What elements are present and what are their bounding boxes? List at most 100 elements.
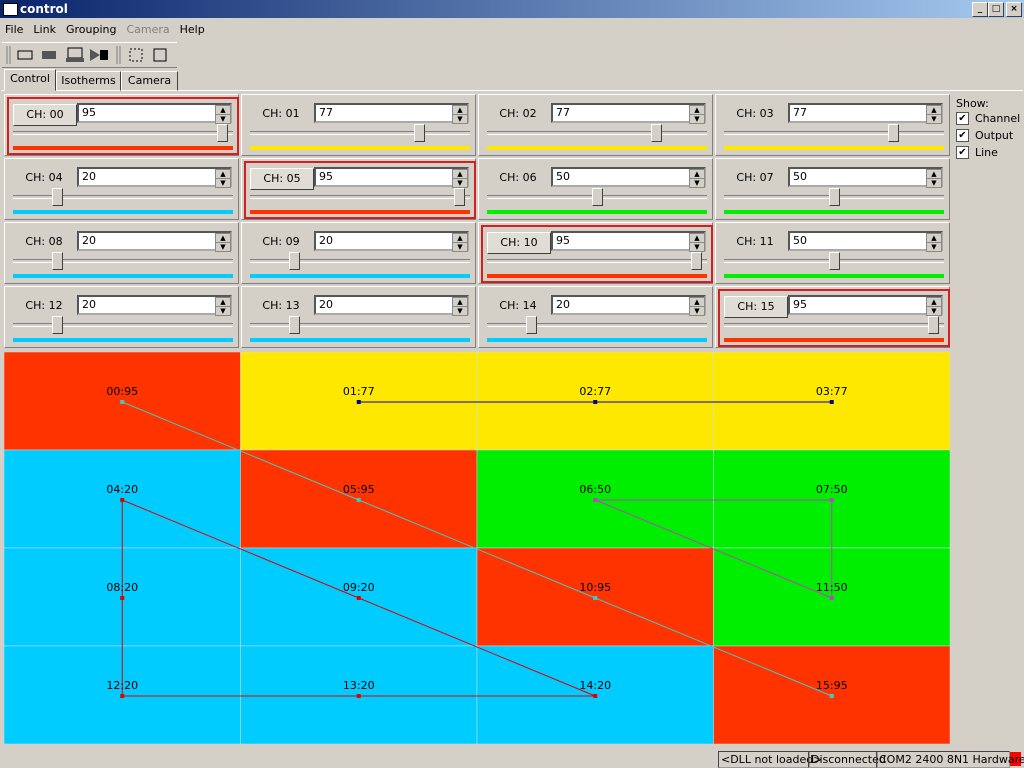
channel-label[interactable]: CH: 01 [262, 107, 300, 120]
cell-label: 08:20 [106, 581, 138, 594]
value-input[interactable]: 95 [551, 231, 706, 251]
spin-down[interactable]: ▼ [689, 114, 705, 124]
spin-down[interactable]: ▼ [926, 242, 942, 252]
menu-item[interactable]: File [5, 23, 24, 36]
channel-label[interactable]: CH: 04 [25, 171, 63, 184]
slider-thumb[interactable] [691, 252, 702, 270]
value-input[interactable]: 77 [788, 103, 943, 123]
value-input[interactable]: 50 [551, 167, 706, 187]
spin-down[interactable]: ▼ [926, 114, 942, 124]
tab[interactable]: Control [4, 69, 56, 91]
slider-thumb[interactable] [829, 252, 840, 270]
slider-thumb[interactable] [928, 316, 939, 334]
grid-view: 00:95 01:77 02:77 03:77 04:20 05:95 06:50 07:50… [4, 352, 950, 744]
slider-thumb[interactable] [592, 188, 603, 206]
tab-page [1, 90, 1023, 747]
channel-label[interactable]: CH: 14 [499, 299, 537, 312]
channel: CH: 11 50 ▲ ▼ [715, 222, 950, 284]
slider-thumb[interactable] [651, 124, 663, 142]
channel-label[interactable]: CH: 12 [25, 299, 63, 312]
close[interactable]: × [1006, 2, 1022, 17]
channel-label[interactable]: CH: 08 [25, 235, 63, 248]
channel-label[interactable]: CH: 02 [499, 107, 537, 120]
channel-label[interactable]: CH: 10 [487, 232, 551, 254]
value-input[interactable]: 50 [788, 231, 943, 251]
slider-thumb[interactable] [454, 188, 465, 206]
spin-down[interactable]: ▼ [452, 306, 468, 316]
cell-label: 15:95 [816, 679, 848, 692]
point [120, 498, 125, 502]
cell-label: 06:50 [579, 483, 611, 496]
slider-track [250, 259, 470, 263]
value-input[interactable]: 20 [77, 167, 232, 187]
channel-label[interactable]: CH: 00 [13, 104, 77, 126]
spin-down[interactable]: ▼ [215, 242, 231, 252]
tab[interactable]: Camera [121, 71, 178, 91]
point [829, 498, 834, 502]
menu-item[interactable]: Camera [126, 23, 170, 36]
spin-down[interactable]: ▼ [926, 306, 942, 316]
channel-label[interactable]: CH: 15 [724, 296, 788, 318]
color-bar [250, 338, 470, 342]
value-input[interactable]: 20 [314, 231, 469, 251]
channel-label[interactable]: CH: 07 [736, 171, 774, 184]
slider-thumb[interactable] [52, 252, 63, 270]
spin-down[interactable]: ▼ [215, 178, 231, 188]
slider-thumb[interactable] [52, 316, 63, 334]
spin-down[interactable]: ▼ [689, 242, 705, 252]
spin-down[interactable]: ▼ [689, 178, 705, 188]
value-input[interactable]: 20 [77, 231, 232, 251]
value-input[interactable]: 20 [551, 295, 706, 315]
spin-down[interactable]: ▼ [215, 306, 231, 316]
slider-thumb[interactable] [52, 188, 63, 206]
slider-track [13, 195, 233, 199]
channel: CH: 01 77 ▲ ▼ [241, 94, 476, 156]
point [356, 596, 361, 600]
value-input[interactable]: 50 [788, 167, 943, 187]
spin-down[interactable]: ▼ [452, 178, 468, 188]
connection-line [122, 401, 832, 697]
point [593, 694, 598, 698]
point [356, 694, 361, 698]
menu-item[interactable]: Help [179, 23, 205, 36]
channel-label[interactable]: CH: 13 [262, 299, 300, 312]
value-input[interactable]: 95 [77, 103, 232, 123]
spin-down[interactable]: ▼ [926, 178, 942, 188]
value-input[interactable]: 20 [314, 295, 469, 315]
minimize[interactable]: _ [972, 2, 988, 17]
menu-item[interactable]: Grouping [65, 23, 117, 36]
value-input[interactable]: 20 [77, 295, 232, 315]
color-bar [13, 210, 233, 214]
menu-bar: File Link Grouping Camera Help [0, 23, 210, 36]
option-label: Channel [975, 112, 1021, 125]
value-input[interactable]: 77 [551, 103, 706, 123]
slider-thumb[interactable] [888, 124, 900, 142]
spin-down[interactable]: ▼ [215, 114, 231, 124]
checkbox[interactable]: ✔ [956, 129, 969, 142]
value-input[interactable]: 95 [788, 295, 943, 315]
menu-item[interactable]: Link [33, 23, 56, 36]
value-input[interactable]: 95 [314, 167, 469, 187]
channel-label[interactable]: CH: 11 [736, 235, 774, 248]
slider-track [724, 131, 944, 135]
channel-label[interactable]: CH: 06 [499, 171, 537, 184]
value-input[interactable]: 77 [314, 103, 469, 123]
spin-down[interactable]: ▼ [689, 306, 705, 316]
channel-label[interactable]: CH: 09 [262, 235, 300, 248]
slider-thumb[interactable] [289, 252, 300, 270]
channel-label[interactable]: CH: 03 [736, 107, 774, 120]
slider-thumb[interactable] [414, 124, 426, 142]
slider-thumb[interactable] [217, 124, 228, 142]
tab[interactable]: Isotherms [56, 71, 121, 91]
slider-thumb[interactable] [289, 316, 300, 334]
checkbox[interactable]: ✔ [956, 146, 969, 159]
color-bar [487, 146, 707, 150]
show-panel: Show: ✔ Channel ✔ Output ✔ Line [956, 97, 1020, 161]
spin-down[interactable]: ▼ [452, 114, 468, 124]
channel-label[interactable]: CH: 05 [250, 168, 314, 190]
slider-thumb[interactable] [829, 188, 840, 206]
slider-thumb[interactable] [526, 316, 537, 334]
spin-down[interactable]: ▼ [452, 242, 468, 252]
checkbox[interactable]: ✔ [956, 112, 969, 125]
maximize[interactable]: □ [988, 2, 1004, 17]
